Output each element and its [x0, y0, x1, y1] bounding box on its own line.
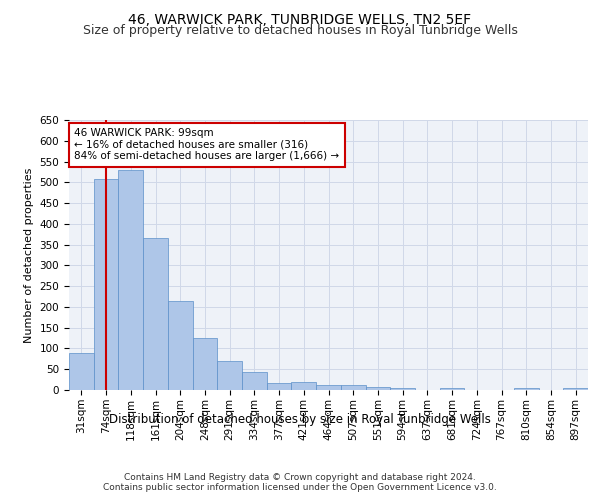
Bar: [440, 388, 464, 390]
Bar: [341, 386, 365, 390]
Bar: [242, 372, 267, 390]
Bar: [217, 361, 242, 390]
Bar: [168, 300, 193, 390]
Bar: [390, 388, 415, 390]
Bar: [94, 180, 118, 390]
Text: Distribution of detached houses by size in Royal Tunbridge Wells: Distribution of detached houses by size …: [109, 412, 491, 426]
Text: Contains HM Land Registry data © Crown copyright and database right 2024.: Contains HM Land Registry data © Crown c…: [124, 472, 476, 482]
Text: 46 WARWICK PARK: 99sqm
← 16% of detached houses are smaller (316)
84% of semi-de: 46 WARWICK PARK: 99sqm ← 16% of detached…: [74, 128, 340, 162]
Y-axis label: Number of detached properties: Number of detached properties: [24, 168, 34, 342]
Bar: [193, 338, 217, 390]
Text: Contains public sector information licensed under the Open Government Licence v3: Contains public sector information licen…: [103, 484, 497, 492]
Bar: [316, 386, 341, 390]
Bar: [143, 238, 168, 390]
Text: Size of property relative to detached houses in Royal Tunbridge Wells: Size of property relative to detached ho…: [83, 24, 517, 37]
Bar: [69, 352, 94, 390]
Bar: [563, 388, 588, 390]
Bar: [292, 382, 316, 390]
Bar: [365, 386, 390, 390]
Bar: [118, 170, 143, 390]
Bar: [267, 384, 292, 390]
Bar: [514, 388, 539, 390]
Text: 46, WARWICK PARK, TUNBRIDGE WELLS, TN2 5EF: 46, WARWICK PARK, TUNBRIDGE WELLS, TN2 5…: [128, 12, 472, 26]
